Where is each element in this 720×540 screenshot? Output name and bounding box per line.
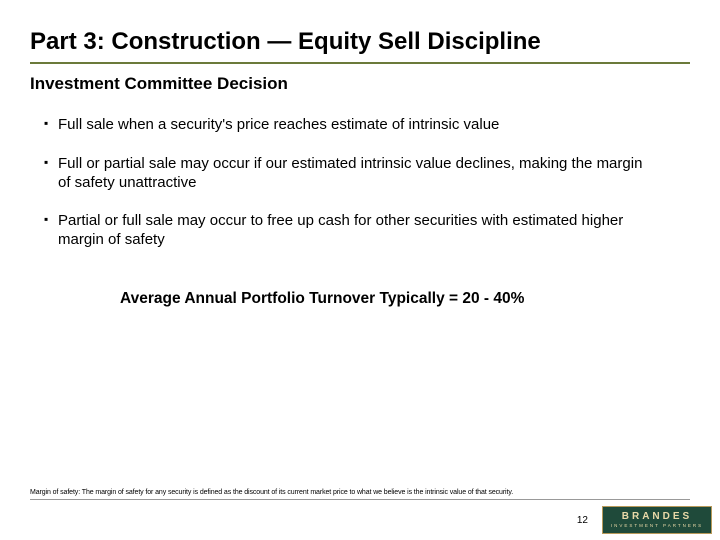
footer: Margin of safety: The margin of safety f…	[0, 489, 720, 540]
footer-bar: 12 BRANDES INVESTMENT PARTNERS	[0, 504, 720, 540]
bullet-item: Partial or full sale may occur to free u…	[44, 212, 644, 250]
logo-main-text: BRANDES	[622, 512, 692, 522]
brandes-logo: BRANDES INVESTMENT PARTNERS	[602, 506, 712, 534]
bullet-list: Full sale when a security's price reache…	[30, 116, 690, 250]
slide: Part 3: Construction — Equity Sell Disci…	[0, 0, 720, 540]
bullet-item: Full sale when a security's price reache…	[44, 116, 644, 135]
page-number: 12	[577, 515, 588, 526]
slide-subtitle: Investment Committee Decision	[30, 74, 690, 94]
turnover-statement: Average Annual Portfolio Turnover Typica…	[120, 290, 690, 308]
footnote-text: Margin of safety: The margin of safety f…	[30, 489, 690, 500]
bullet-item: Full or partial sale may occur if our es…	[44, 155, 644, 193]
logo-sub-text: INVESTMENT PARTNERS	[611, 524, 703, 529]
slide-title: Part 3: Construction — Equity Sell Disci…	[30, 28, 690, 64]
